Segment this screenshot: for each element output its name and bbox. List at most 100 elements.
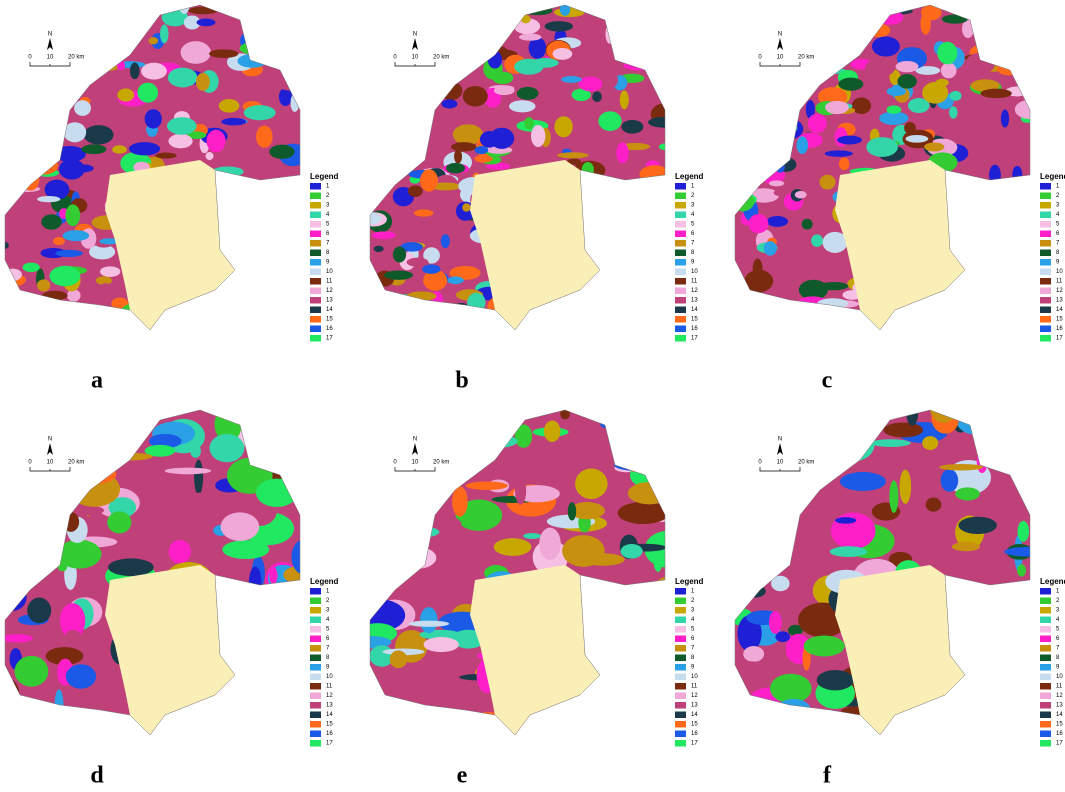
map-zone — [1013, 5, 1026, 21]
map-zone — [56, 25, 75, 44]
map-zone — [159, 24, 169, 44]
map-zone — [779, 315, 809, 324]
map-zone — [752, 410, 795, 412]
scale-label: 20 km — [433, 55, 449, 61]
map-zone — [940, 469, 959, 492]
legend-swatch — [675, 597, 686, 604]
legend-label: 15 — [1056, 317, 1063, 323]
map-zone — [567, 502, 577, 521]
map-zone — [209, 433, 245, 463]
map-zone — [462, 51, 488, 65]
legend-swatch — [675, 645, 686, 652]
legend-swatch — [1040, 259, 1051, 266]
map-zone — [223, 190, 249, 212]
map-zone — [977, 21, 1008, 42]
map-zone — [899, 469, 912, 504]
legend-swatch — [310, 740, 321, 747]
map-zone — [514, 58, 544, 75]
map-zone — [37, 279, 51, 292]
map-zone — [578, 76, 603, 92]
map-zone — [112, 145, 127, 154]
map-zone — [429, 7, 452, 21]
legend-label: 12 — [1056, 693, 1063, 699]
map-zone — [144, 109, 162, 129]
map-zone — [748, 214, 769, 234]
legend-title: Legend — [310, 172, 339, 181]
map-zone — [735, 414, 756, 435]
map-zone — [768, 610, 782, 634]
map-zone — [956, 410, 994, 435]
map-zone — [735, 317, 756, 329]
scale-bar — [759, 62, 801, 67]
map-zone — [941, 14, 968, 24]
map-zone — [870, 439, 911, 447]
map-outline — [369, 409, 666, 736]
map-zone — [938, 463, 984, 471]
map-zone — [886, 105, 902, 114]
map-zone — [925, 497, 942, 512]
legend-label: 12 — [1056, 288, 1063, 294]
map-zone — [71, 463, 117, 485]
map-zone — [188, 492, 222, 500]
map-zone — [585, 314, 598, 325]
map-zone — [74, 100, 91, 116]
map-zone — [58, 159, 85, 180]
legend-label: 5 — [1056, 222, 1060, 228]
legend-label: 13 — [1056, 298, 1063, 304]
map-zone — [776, 698, 812, 723]
map-zone — [5, 123, 13, 143]
legend-swatch — [310, 287, 321, 294]
legend-swatch — [1040, 316, 1051, 323]
scale-label: 0 — [28, 55, 32, 61]
map-zone — [148, 37, 159, 45]
legend-label: 4 — [326, 212, 330, 218]
map-zone — [568, 56, 592, 77]
map-zone — [220, 512, 260, 542]
map-zone — [961, 664, 1005, 689]
map-zone — [370, 323, 391, 330]
map-zone — [952, 222, 968, 237]
legend-swatch — [675, 278, 686, 285]
map-zone — [586, 315, 596, 330]
map-zone — [662, 215, 665, 239]
map-zone — [233, 620, 264, 644]
map-zone — [769, 673, 812, 704]
legend-swatch — [1040, 278, 1051, 285]
map-zone — [597, 70, 619, 90]
map-zone — [291, 13, 300, 25]
legend-label: 6 — [691, 231, 695, 237]
plain-area — [835, 160, 965, 330]
map-zone — [53, 237, 65, 246]
map-zone — [5, 91, 15, 108]
legend-label: 8 — [1056, 250, 1060, 256]
map-zone — [613, 458, 664, 472]
map-zone — [620, 544, 643, 559]
map-zone — [655, 288, 665, 310]
map-zone — [269, 144, 295, 159]
map-zone — [229, 312, 249, 322]
legend-label: 2 — [1056, 193, 1060, 199]
map-zone — [775, 78, 798, 99]
map-zone — [240, 261, 268, 284]
map-zone — [206, 129, 226, 153]
legend-swatch — [1040, 721, 1051, 728]
map-zone — [658, 142, 665, 151]
map-zone — [187, 6, 219, 15]
map-zone — [285, 173, 300, 194]
map-zone — [220, 722, 260, 734]
map-zone — [303, 7, 313, 18]
legend-label: 6 — [326, 231, 330, 237]
legend-label: 1 — [691, 184, 695, 190]
map-zone — [243, 105, 276, 121]
map-zone — [452, 124, 484, 145]
map-zone — [924, 142, 945, 152]
legend-swatch — [310, 183, 321, 190]
map-zone — [750, 110, 780, 122]
map-zone — [283, 264, 300, 286]
map-zone — [1012, 165, 1023, 184]
legend-label: 4 — [691, 617, 695, 623]
legend-swatch — [1040, 230, 1051, 237]
map-zone — [904, 713, 939, 721]
map-zone — [216, 0, 237, 3]
map-zone — [237, 215, 260, 228]
